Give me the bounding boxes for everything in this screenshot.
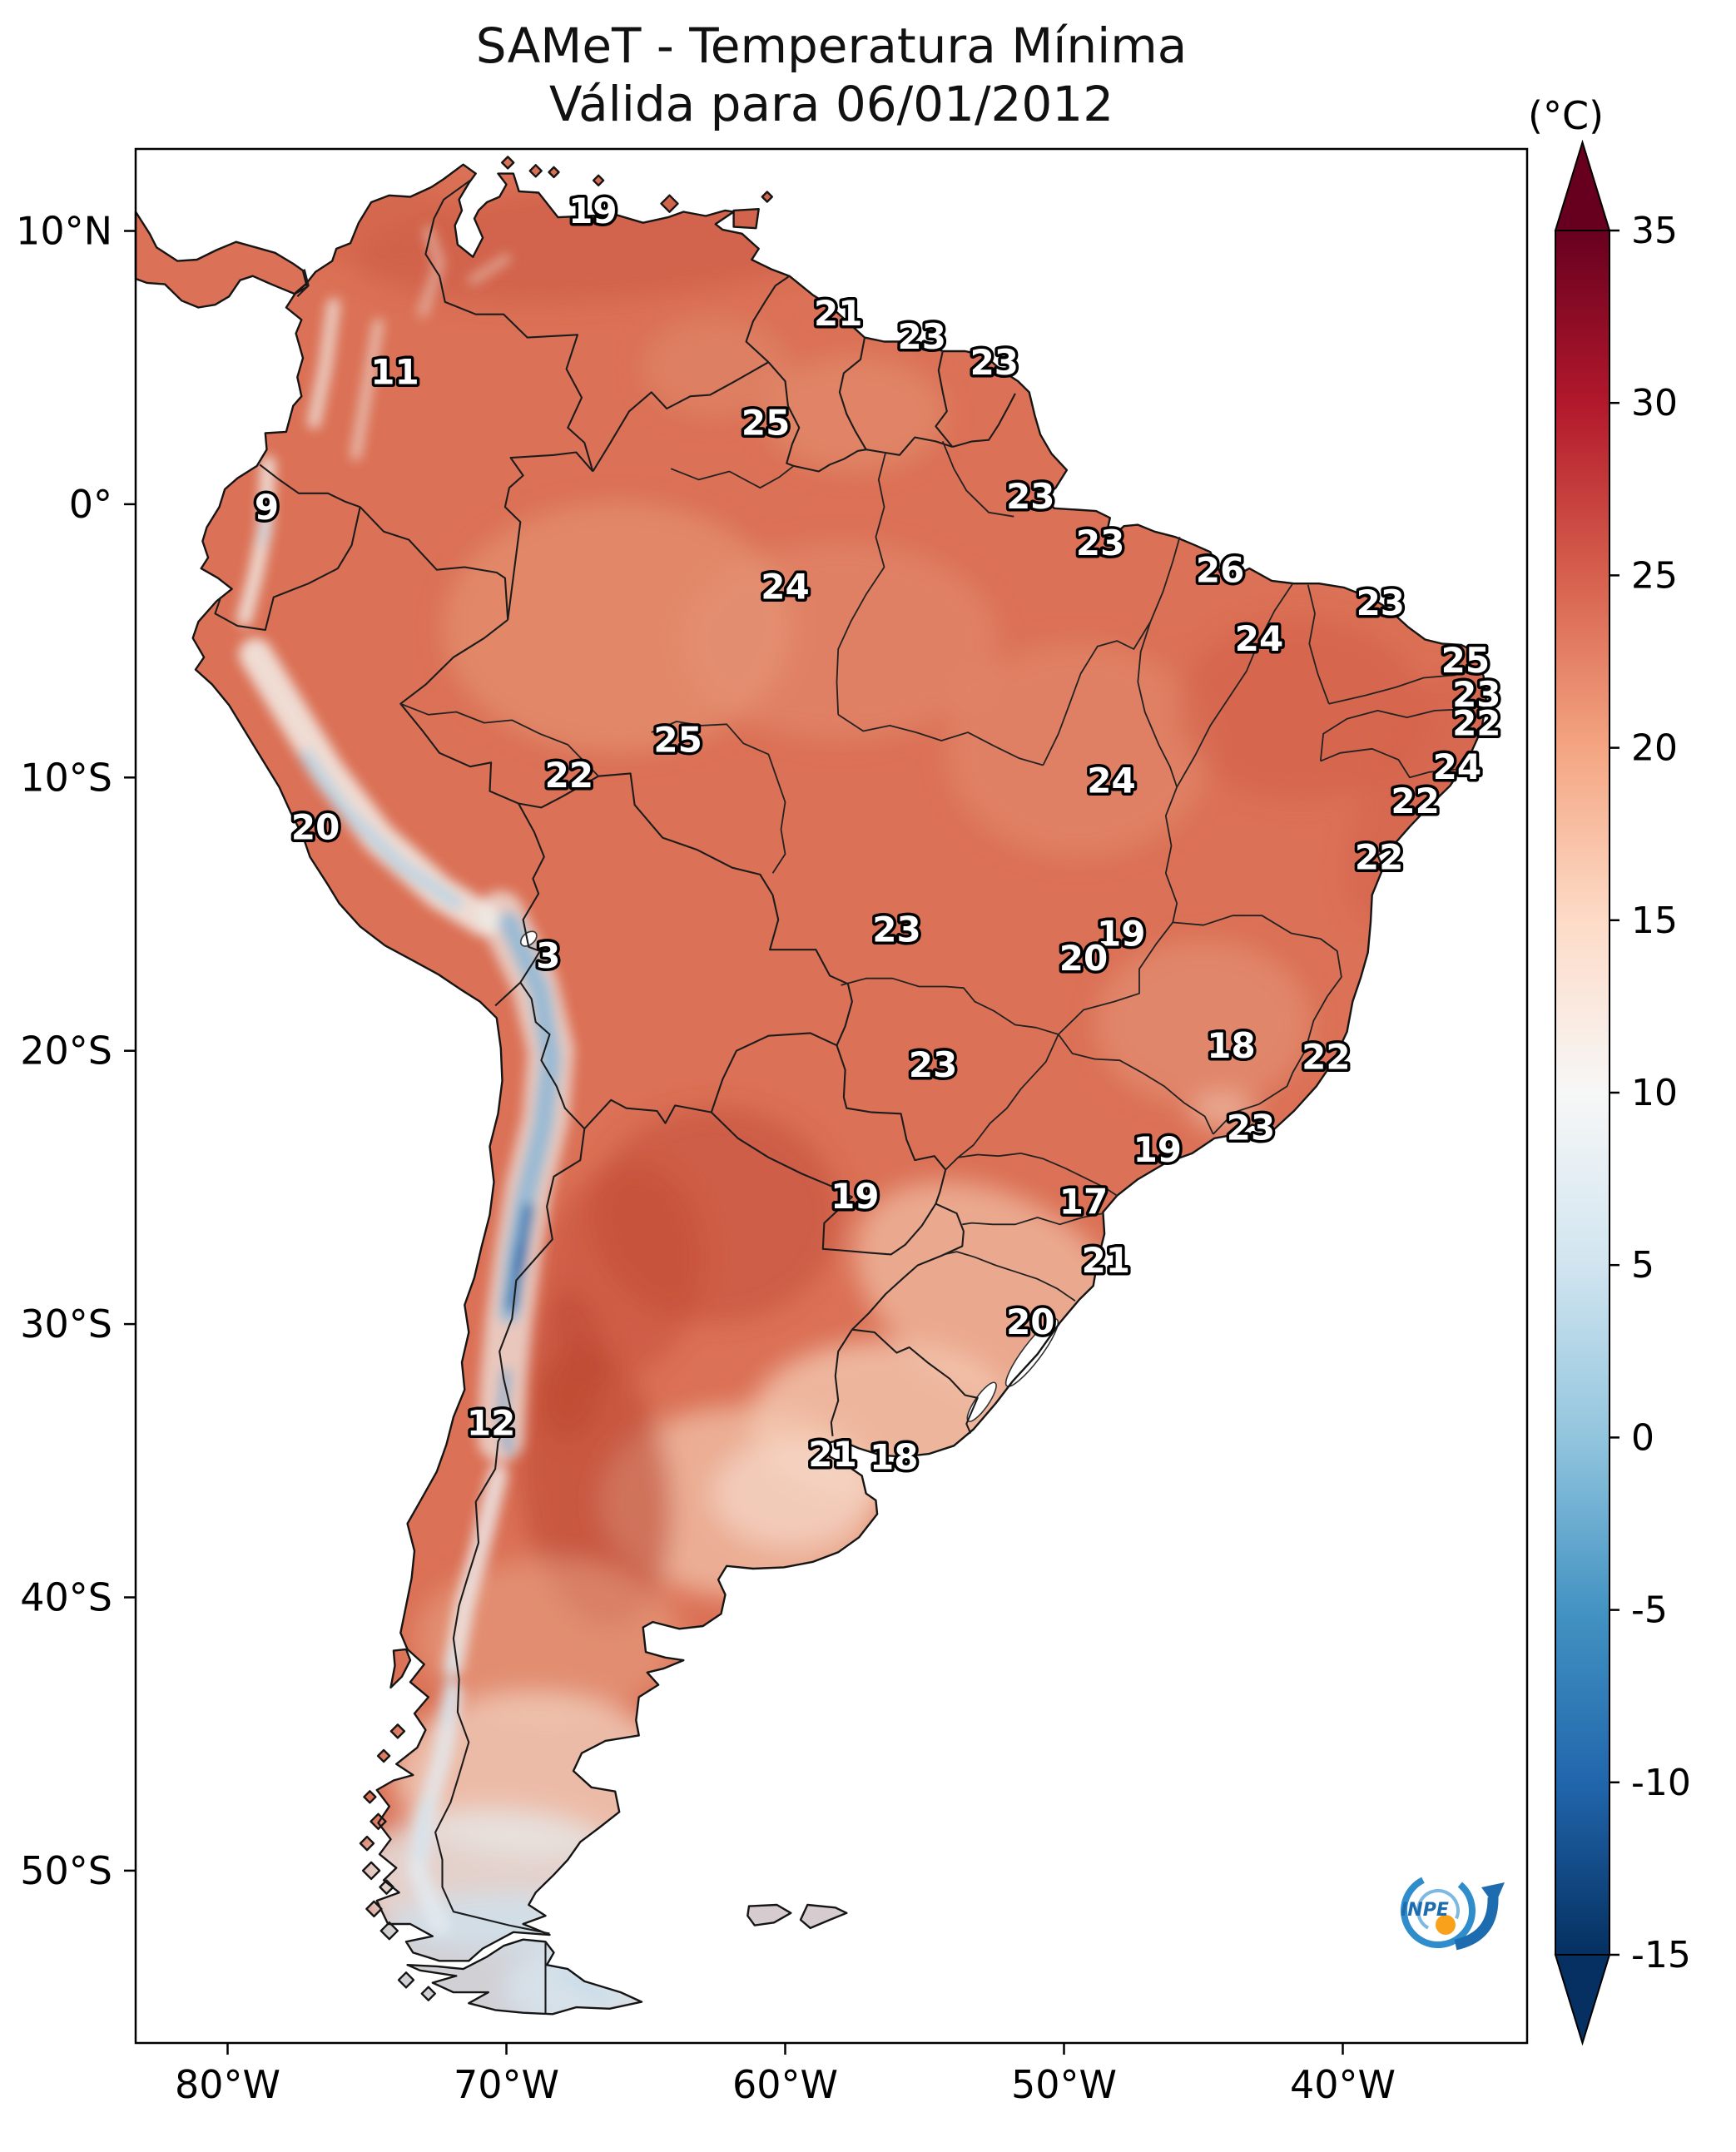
station-temp-label: 20 [291,806,340,847]
station-temp-label: 19 [1097,914,1145,955]
lat-tick-label: 50°S [20,1848,112,1893]
country-borders [214,179,1016,2014]
colorbar-arrow-bottom [1554,1954,1611,2046]
station-temp-label: 21 [1082,1240,1130,1281]
inpe-logo: INPE [1401,1873,1505,1951]
lon-tick-label: 40°W [1290,2062,1396,2107]
station-temp-label: 19 [831,1176,879,1217]
station-temp-label: 22 [1302,1036,1350,1077]
lon-tick-label: 70°W [454,2062,559,2107]
colorbar-tick-label: -10 [1631,1762,1691,1804]
station-temp-label: 25 [742,402,790,443]
colorbar-tick-label: 20 [1631,727,1678,770]
station-temp-label: 19 [568,191,617,231]
colorbar-tick-label: 25 [1631,554,1678,597]
map-frame [134,147,1529,2045]
lat-tick-label: 30°S [20,1302,112,1346]
station-temp-label: 25 [1441,640,1490,681]
lat-tick-label: 0° [69,482,112,527]
station-temp-label: 24 [1433,746,1481,787]
station-temp-label: 21 [814,293,862,334]
station-temp-label: 12 [467,1402,515,1443]
lon-tick-label: 50°W [1011,2062,1117,2107]
inpe-logo-arrow [1454,1897,1499,1951]
station-temp-label: 9 [255,487,279,528]
station-temp-label: 23 [1227,1108,1275,1148]
station-temp-label: 20 [1059,938,1108,979]
station-temp-label: 22 [1355,837,1403,878]
station-temp-label: 22 [1391,781,1439,821]
lat-tick-label: 20°S [20,1029,112,1074]
colorbar-tick-label: -15 [1631,1934,1691,1976]
station-temp-label: 23 [1357,583,1405,623]
station-temp-label: 23 [1076,523,1124,563]
station-temp-label: 20 [1006,1302,1054,1342]
station-temp-label: 23 [897,316,945,357]
figure-title: SAMeT - Temperatura Mínima Válida para 0… [136,17,1527,133]
colorbar-tick-label: 5 [1631,1244,1654,1287]
temperature-field [136,156,1487,2015]
station-temp-label: 23 [1452,674,1500,715]
lakes [519,930,1059,1422]
station-temp-label: 24 [1087,761,1135,801]
colorbar-unit-label: (°C) [1528,93,1605,138]
lat-tick-label: 10°S [20,755,112,800]
colorbar: 35 30 25 20 15 10 5 0 -5 -10 -15 [1554,139,1691,2046]
inpe-logo-arrowhead [1481,1882,1505,1906]
colorbar-arrow-top [1554,139,1611,231]
colorbar-tick-label: 30 [1631,382,1678,424]
station-temp-label: 23 [970,342,1019,383]
station-temp-label: 11 [370,352,419,393]
colorbar-tick-label: 15 [1631,900,1678,942]
colorbar-tick-label: 0 [1631,1416,1654,1459]
colorbar-gradient [1555,230,1610,1956]
station-temp-label: 23 [872,910,920,950]
colorbar-tick-label: -5 [1631,1589,1668,1632]
lon-tick-label: 60°W [732,2062,838,2107]
station-temp-label: 19 [1133,1129,1182,1170]
lon-axis: 80°W 70°W 60°W 50°W 40°W [175,2043,1396,2107]
inpe-logo-swirl [1401,1873,1476,1948]
station-temp-label: 22 [545,755,593,796]
station-temp-label: 23 [909,1044,957,1085]
station-temp-label: 26 [1196,550,1244,591]
lat-tick-label: 40°S [20,1575,112,1620]
inpe-logo-orange-dot [1436,1915,1456,1935]
station-temp-label: 18 [1207,1025,1255,1066]
station-temp-label: 22 [1452,703,1500,744]
lat-axis: 10°N 0° 10°S 20°S 30°S 40°S 50°S [16,209,136,1893]
inpe-logo-text: INPE [1401,1900,1449,1921]
station-temp-label: 18 [870,1436,918,1477]
lat-tick-label: 10°N [16,209,112,254]
coastlines [134,156,1488,2016]
colorbar-tick-label: 35 [1631,210,1678,252]
station-temp-label: 21 [808,1434,856,1475]
lon-tick-label: 80°W [175,2062,280,2107]
inpe-logo-orbit [1416,1889,1460,1932]
colorbar-tick-label: 10 [1631,1072,1678,1114]
station-temp-label: 24 [761,566,809,607]
station-temp-label: 23 [1006,476,1054,517]
station-temp-label: 17 [1059,1181,1108,1222]
station-temp-label: 25 [653,719,702,760]
station-temp-label: 24 [1235,618,1283,659]
title-line1: SAMeT - Temperatura Mínima [475,17,1188,74]
title-line2: Válida para 06/01/2012 [548,76,1114,132]
state-borders [399,441,1466,1302]
station-temp-label: 3 [536,935,560,976]
